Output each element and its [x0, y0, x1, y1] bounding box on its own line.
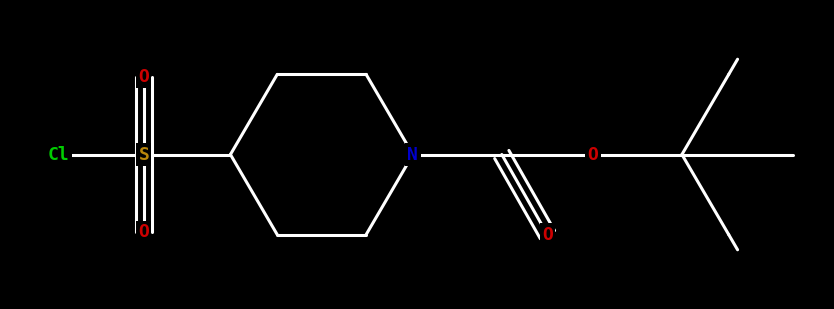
- Text: O: O: [138, 68, 149, 86]
- Text: S: S: [138, 146, 149, 163]
- Text: N: N: [408, 146, 419, 163]
- Text: Cl: Cl: [48, 146, 69, 163]
- Text: O: O: [138, 223, 149, 241]
- Text: O: O: [542, 226, 553, 243]
- Text: O: O: [588, 146, 599, 163]
